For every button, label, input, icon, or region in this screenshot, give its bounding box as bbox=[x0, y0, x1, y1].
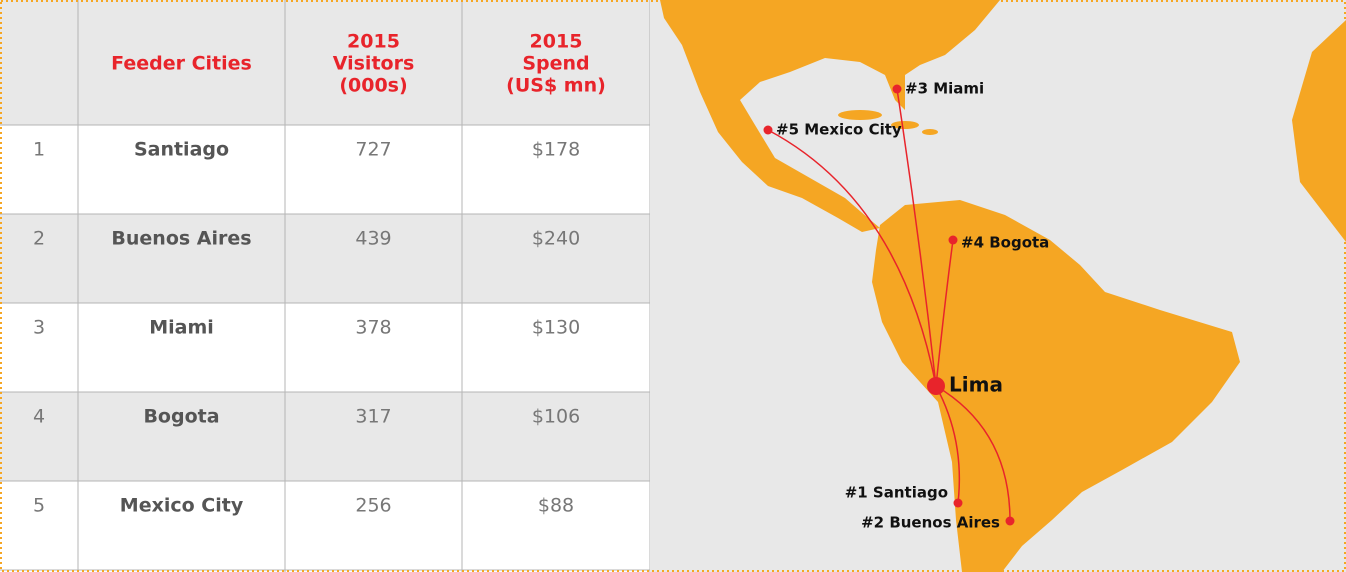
cell-value: 256 bbox=[355, 495, 391, 517]
city-name: Bogota bbox=[143, 406, 219, 428]
cell-value: $240 bbox=[532, 228, 580, 250]
header-text: Visitors bbox=[333, 53, 415, 75]
city-name: Miami bbox=[149, 317, 214, 339]
city-dot bbox=[763, 125, 773, 135]
rank: 1 bbox=[33, 139, 45, 161]
city-dot bbox=[1005, 516, 1015, 526]
city-dot bbox=[948, 235, 958, 245]
hub-dot bbox=[927, 377, 945, 395]
header-text: (000s) bbox=[339, 75, 407, 97]
table-row bbox=[0, 125, 650, 214]
city-dot bbox=[953, 498, 963, 508]
header-text: Spend bbox=[522, 53, 589, 75]
cell-value: 727 bbox=[355, 139, 391, 161]
landmass bbox=[660, 0, 1346, 572]
city-name: Santiago bbox=[134, 139, 229, 161]
header-text: Feeder Cities bbox=[111, 53, 252, 75]
map-label: #5 Mexico City bbox=[776, 121, 902, 139]
map-label: #1 Santiago bbox=[845, 484, 948, 502]
cell-value: $130 bbox=[532, 317, 580, 339]
header-row bbox=[0, 0, 650, 125]
header-text: 2015 bbox=[347, 31, 400, 53]
map-label: #2 Buenos Aires bbox=[861, 514, 1000, 532]
hub-label: Lima bbox=[949, 373, 1003, 397]
rank: 2 bbox=[33, 228, 45, 250]
table: Feeder Cities2015Visitors(000s)2015Spend… bbox=[0, 0, 651, 572]
city-name: Buenos Aires bbox=[111, 228, 251, 250]
cell-value: $88 bbox=[538, 495, 574, 517]
cell-value: $178 bbox=[532, 139, 580, 161]
cell-value: 378 bbox=[355, 317, 391, 339]
table-row bbox=[0, 214, 650, 303]
rank: 3 bbox=[33, 317, 45, 339]
route-lines bbox=[767, 88, 1011, 522]
header-text: 2015 bbox=[530, 31, 583, 53]
map-label: #3 Miami bbox=[905, 80, 984, 98]
city-dot bbox=[892, 84, 902, 94]
cell-value: 317 bbox=[355, 406, 391, 428]
table-row bbox=[0, 481, 650, 570]
header-text: (US$ mn) bbox=[506, 75, 606, 97]
cell-value: $106 bbox=[532, 406, 580, 428]
city-name: Mexico City bbox=[120, 495, 244, 517]
table-row bbox=[0, 303, 650, 392]
cell-value: 439 bbox=[355, 228, 391, 250]
rank: 5 bbox=[33, 495, 45, 517]
table-row bbox=[0, 392, 650, 481]
map-label: #4 Bogota bbox=[961, 234, 1049, 252]
rank: 4 bbox=[33, 406, 45, 428]
